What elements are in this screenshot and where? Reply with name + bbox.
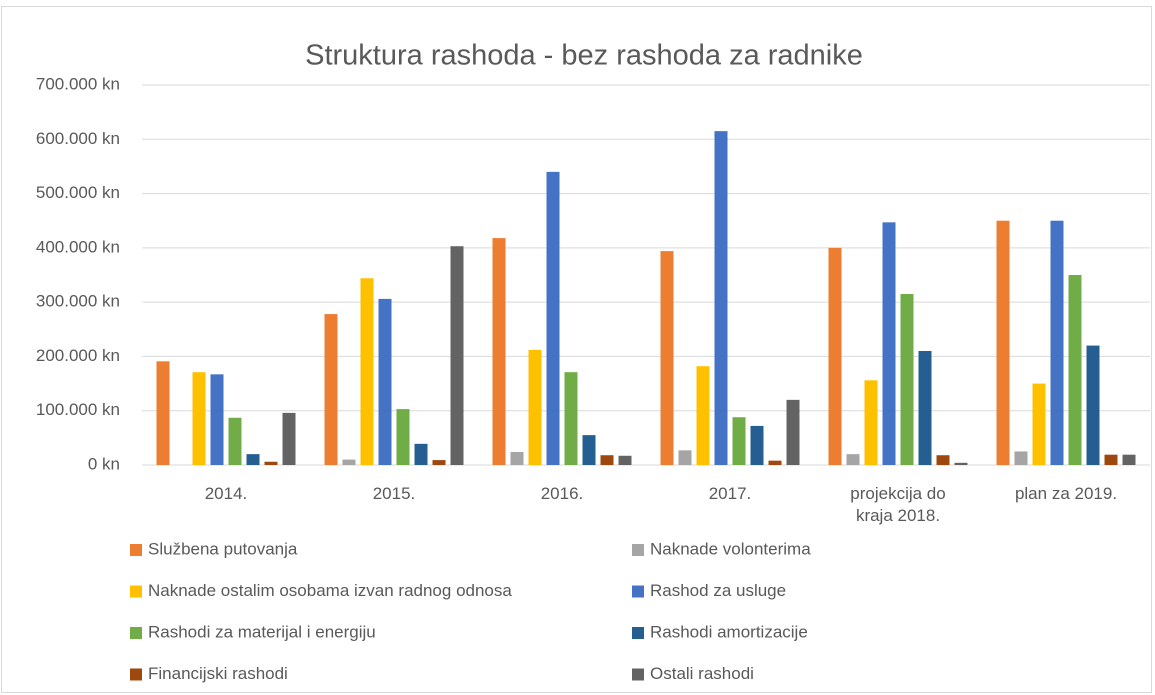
bar (156, 361, 170, 465)
bar (1032, 383, 1046, 465)
bar (714, 131, 728, 465)
bar (660, 251, 674, 465)
bar (1050, 220, 1064, 465)
bar (846, 454, 860, 465)
bar (1068, 275, 1082, 465)
bar (996, 220, 1010, 465)
bar (618, 455, 632, 465)
bar (954, 462, 968, 465)
legend-label: Ostali rashodi (650, 664, 754, 683)
x-tick-label: 2017. (708, 484, 752, 503)
legend-label: Rashodi amortizacije (650, 622, 808, 641)
x-tick-label: 2014. (204, 484, 248, 503)
bar (918, 351, 932, 465)
bar (786, 399, 800, 465)
legend-swatch (632, 668, 644, 681)
bar (900, 294, 914, 465)
bar (828, 247, 842, 465)
y-tick-label: 700.000 kn (36, 74, 120, 93)
legend-label: Naknade volonterima (650, 539, 811, 558)
bar (1086, 345, 1100, 465)
bar (582, 435, 596, 465)
legend-swatch (130, 627, 142, 639)
legend-label: Rashod za usluge (650, 581, 786, 600)
bar (228, 417, 242, 465)
bar (678, 450, 692, 465)
legend-swatch (130, 585, 142, 598)
y-tick-label: 600.000 kn (36, 129, 120, 148)
bar (600, 455, 614, 465)
bar (1014, 451, 1028, 465)
x-tick-label: projekcija do kraja 2018. (850, 484, 946, 525)
bar (324, 314, 338, 465)
y-tick-label: 100.000 kn (36, 400, 120, 419)
bar (246, 454, 260, 465)
y-tick-label: 200.000 kn (36, 346, 120, 365)
bar (396, 409, 410, 465)
legend-label: Službena putovanja (148, 539, 298, 558)
legend-swatch (632, 627, 644, 639)
bar (882, 222, 896, 465)
bar (768, 460, 782, 465)
x-tick-label: 2016. (540, 484, 584, 503)
bar (192, 372, 206, 465)
bar (378, 298, 392, 465)
legend-swatch (130, 668, 142, 681)
x-tick-label: plan za 2019. (1014, 484, 1118, 503)
bar (210, 374, 224, 465)
bar (546, 171, 560, 465)
bar (732, 417, 746, 465)
bar (1104, 454, 1118, 465)
bar (696, 366, 710, 465)
bar (936, 455, 950, 465)
bar (414, 443, 428, 465)
legend-label: Financijski rashodi (148, 664, 288, 683)
legend-swatch (130, 544, 142, 556)
y-tick-label: 300.000 kn (36, 292, 120, 311)
y-tick-label: 400.000 kn (36, 237, 120, 256)
bar (564, 372, 578, 465)
bar (492, 238, 506, 465)
legend-label: Rashodi za materijal i energiju (148, 622, 376, 641)
bar (750, 425, 764, 465)
bar (342, 459, 356, 465)
bar (360, 278, 374, 465)
chart-frame (1, 6, 1152, 693)
bar (450, 246, 464, 465)
x-tick-label: 2015. (372, 484, 416, 503)
bar (510, 451, 524, 465)
y-tick-label: 0 kn (88, 454, 120, 473)
bar (864, 380, 878, 465)
bar (282, 412, 296, 465)
legend-swatch (632, 585, 644, 598)
y-tick-label: 500.000 kn (36, 183, 120, 202)
bar (432, 460, 446, 465)
bar (264, 461, 278, 465)
legend-swatch (632, 544, 644, 556)
bar (1122, 454, 1136, 465)
chart-title: Struktura rashoda - bez rashoda za radni… (305, 40, 863, 72)
bar (528, 349, 542, 465)
legend-label: Naknade ostalim osobama izvan radnog odn… (148, 581, 512, 600)
